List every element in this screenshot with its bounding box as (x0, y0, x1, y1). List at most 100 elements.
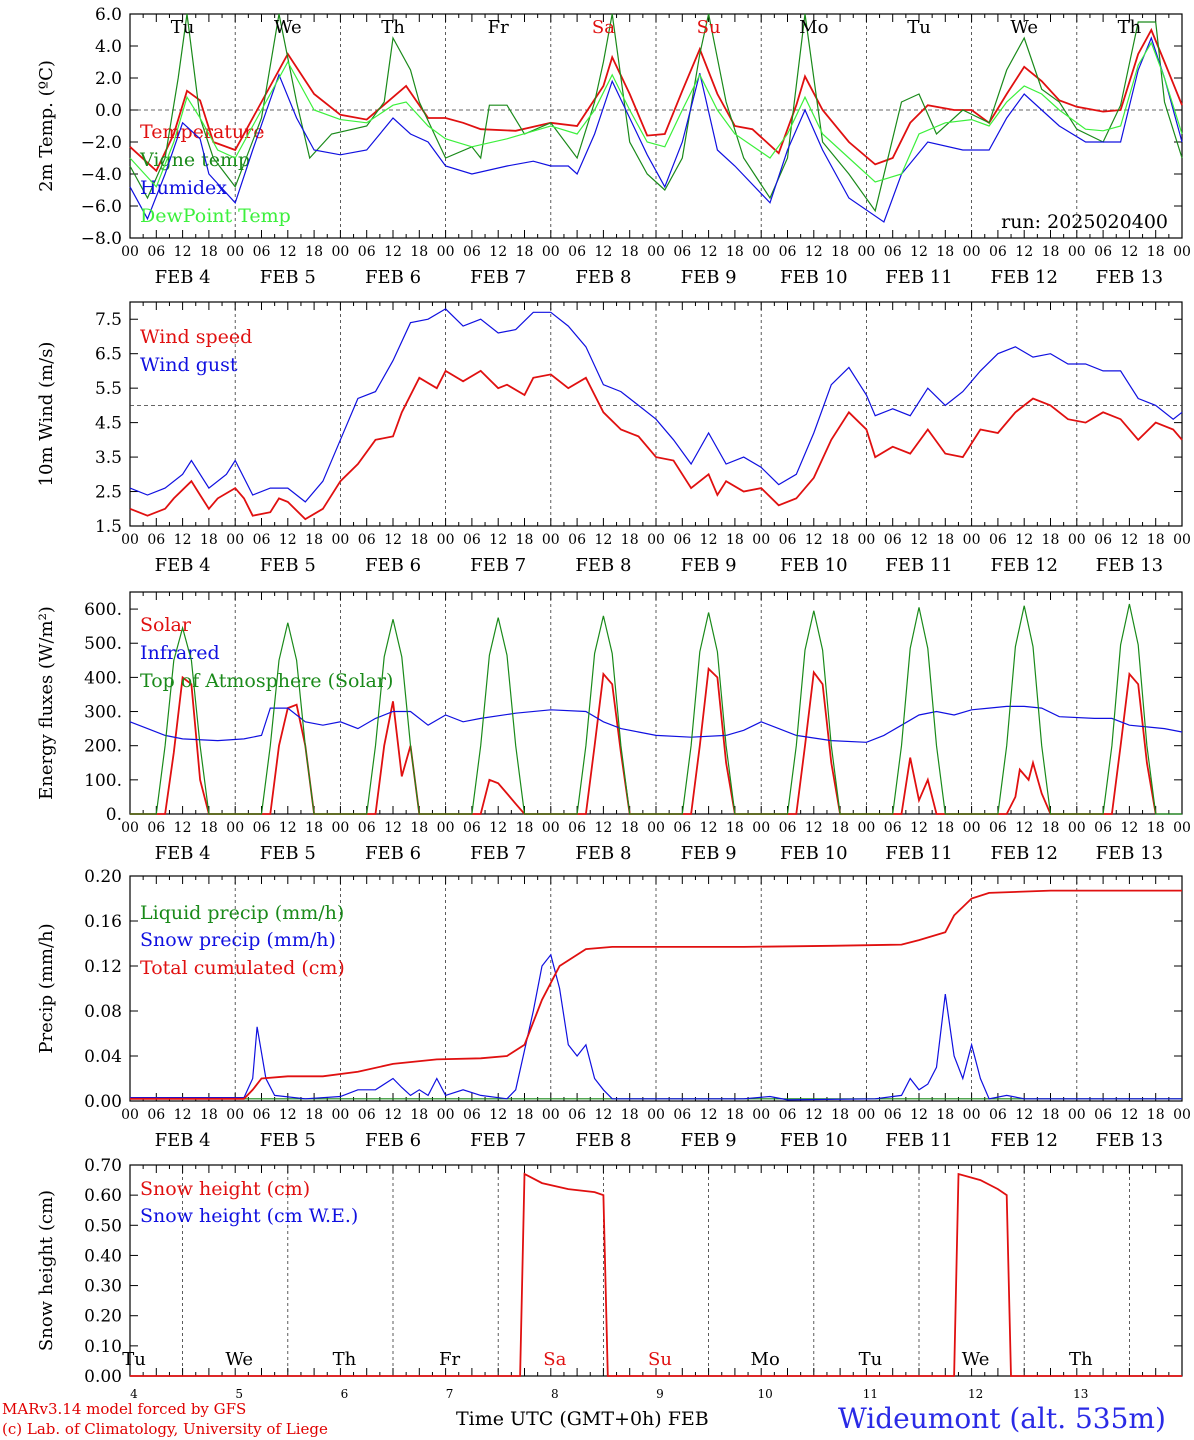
plot-frame (129, 301, 1183, 527)
x-tick-label: 06 (568, 244, 586, 260)
x-tick-label: 12 (174, 244, 192, 260)
legend-entry: Liquid precip (mm/h) (140, 902, 344, 924)
x-tick-label: 12 (1120, 1107, 1138, 1123)
day-name-label: We (962, 1349, 990, 1370)
y-tick-label: 6.5 (95, 345, 122, 365)
y-tick-label: 0.00 (84, 1092, 122, 1112)
day-name-label: Tu (122, 1349, 146, 1370)
date-label: FEB 9 (681, 267, 737, 288)
date-label: FEB 9 (681, 843, 737, 864)
x-tick-label: 00 (542, 820, 560, 836)
x-tick-label: 12 (1015, 532, 1033, 548)
y-tick-label: 0.08 (84, 1002, 122, 1022)
x-tick-label: 18 (831, 532, 849, 548)
x-tick-label: 12 (279, 820, 297, 836)
y-tick-label: 6.0 (95, 5, 122, 25)
x-tick-label: 18 (936, 532, 954, 548)
y-tick-label: 0.50 (84, 1216, 122, 1236)
x-tick-label: 18 (726, 244, 744, 260)
x-tick-label: 06 (989, 1107, 1007, 1123)
x-tick-label: 12 (805, 1107, 823, 1123)
x-tick-label: 12 (910, 532, 928, 548)
x-tick-label: 06 (463, 1107, 481, 1123)
y-tick-label: −4.0 (81, 165, 122, 185)
date-label: FEB 5 (260, 1130, 316, 1151)
x-tick-label: 12 (174, 820, 192, 836)
x-tick-label: 06 (779, 244, 797, 260)
y-tick-label: 0.10 (84, 1337, 122, 1357)
legend-entry: Solar (140, 614, 192, 636)
x-tick-label: 06 (884, 532, 902, 548)
x-tick-label: 00 (331, 820, 349, 836)
x-tick-label: 06 (147, 244, 165, 260)
x-tick-label: 06 (568, 820, 586, 836)
series-line-red (130, 889, 1182, 1100)
x-tick-label: 06 (673, 820, 691, 836)
x-tick-label: 12 (700, 1107, 718, 1123)
x-tick-label: 18 (1042, 1107, 1060, 1123)
x-tick-label: 06 (147, 532, 165, 548)
series-line-blue (129, 308, 1183, 503)
run-label: run: 2025020400 (1001, 211, 1168, 233)
y-tick-label: −8.0 (81, 229, 122, 249)
y-axis-label: Precip (mm/h) (36, 923, 57, 1053)
x-axis-label: Time UTC (GMT+0h) FEB (456, 1408, 709, 1430)
y-axis-label: 10m Wind (m/s) (36, 342, 57, 487)
date-label: FEB 6 (365, 555, 421, 576)
x-tick-label: 12 (1120, 532, 1138, 548)
date-label: FEB 4 (155, 555, 211, 576)
y-tick-label: 2.0 (95, 69, 122, 89)
x-tick-label: 06 (358, 1107, 376, 1123)
day-name-label: Mo (751, 1349, 780, 1370)
x-tick-label: 06 (253, 532, 271, 548)
x-tick-label: 00 (1068, 1107, 1086, 1123)
x-tick-label: 00 (752, 532, 770, 548)
x-tick-label: 12 (594, 532, 612, 548)
x-tick-label: 06 (463, 820, 481, 836)
x-tick-label: 00 (121, 1107, 139, 1123)
x-tick-label: 12 (805, 820, 823, 836)
x-tick-label: 00 (226, 1107, 244, 1123)
x-tick-label: 18 (831, 1107, 849, 1123)
x-tick-label: 06 (779, 532, 797, 548)
day-name-label: Su (648, 1349, 672, 1370)
date-label: FEB 4 (155, 843, 211, 864)
x-tick-label: 00 (437, 244, 455, 260)
x-tick-label: 06 (884, 244, 902, 260)
x-tick-label: 18 (726, 820, 744, 836)
x-tick-label: 12 (1015, 1107, 1033, 1123)
date-label: FEB 10 (780, 555, 847, 576)
x-tick-label: 00 (963, 244, 981, 260)
legend-entry: Snow height (cm) (140, 1178, 310, 1200)
x-tick-label: 18 (936, 820, 954, 836)
day-number-label: 10 (758, 1387, 773, 1401)
x-tick-label: 12 (910, 820, 928, 836)
credit-lab: (c) Lab. of Climatology, University of L… (2, 1420, 328, 1438)
x-tick-label: 06 (779, 820, 797, 836)
x-tick-label: 18 (1147, 820, 1165, 836)
station-title: Wideumont (alt. 535m) (838, 1402, 1166, 1435)
x-tick-label: 00 (1173, 820, 1191, 836)
x-tick-label: 00 (752, 1107, 770, 1123)
x-tick-label: 18 (410, 244, 428, 260)
x-tick-label: 18 (936, 1107, 954, 1123)
x-tick-label: 06 (989, 820, 1007, 836)
x-tick-label: 06 (1094, 532, 1112, 548)
x-tick-label: 06 (147, 1107, 165, 1123)
x-tick-label: 06 (884, 1107, 902, 1123)
y-tick-label: 4.0 (95, 37, 122, 57)
legend-entry: Wind gust (140, 354, 238, 376)
x-tick-label: 18 (621, 244, 639, 260)
x-tick-label: 18 (831, 244, 849, 260)
date-label: FEB 5 (260, 267, 316, 288)
date-label: FEB 9 (681, 1130, 737, 1151)
series-line-green (130, 603, 1182, 815)
x-tick-label: 00 (542, 244, 560, 260)
day-name-label: We (274, 17, 302, 38)
x-tick-label: 12 (594, 244, 612, 260)
x-tick-label: 18 (516, 244, 534, 260)
y-tick-label: 1.5 (95, 517, 122, 537)
x-tick-label: 06 (358, 244, 376, 260)
date-label: FEB 6 (365, 843, 421, 864)
x-tick-label: 18 (200, 1107, 218, 1123)
